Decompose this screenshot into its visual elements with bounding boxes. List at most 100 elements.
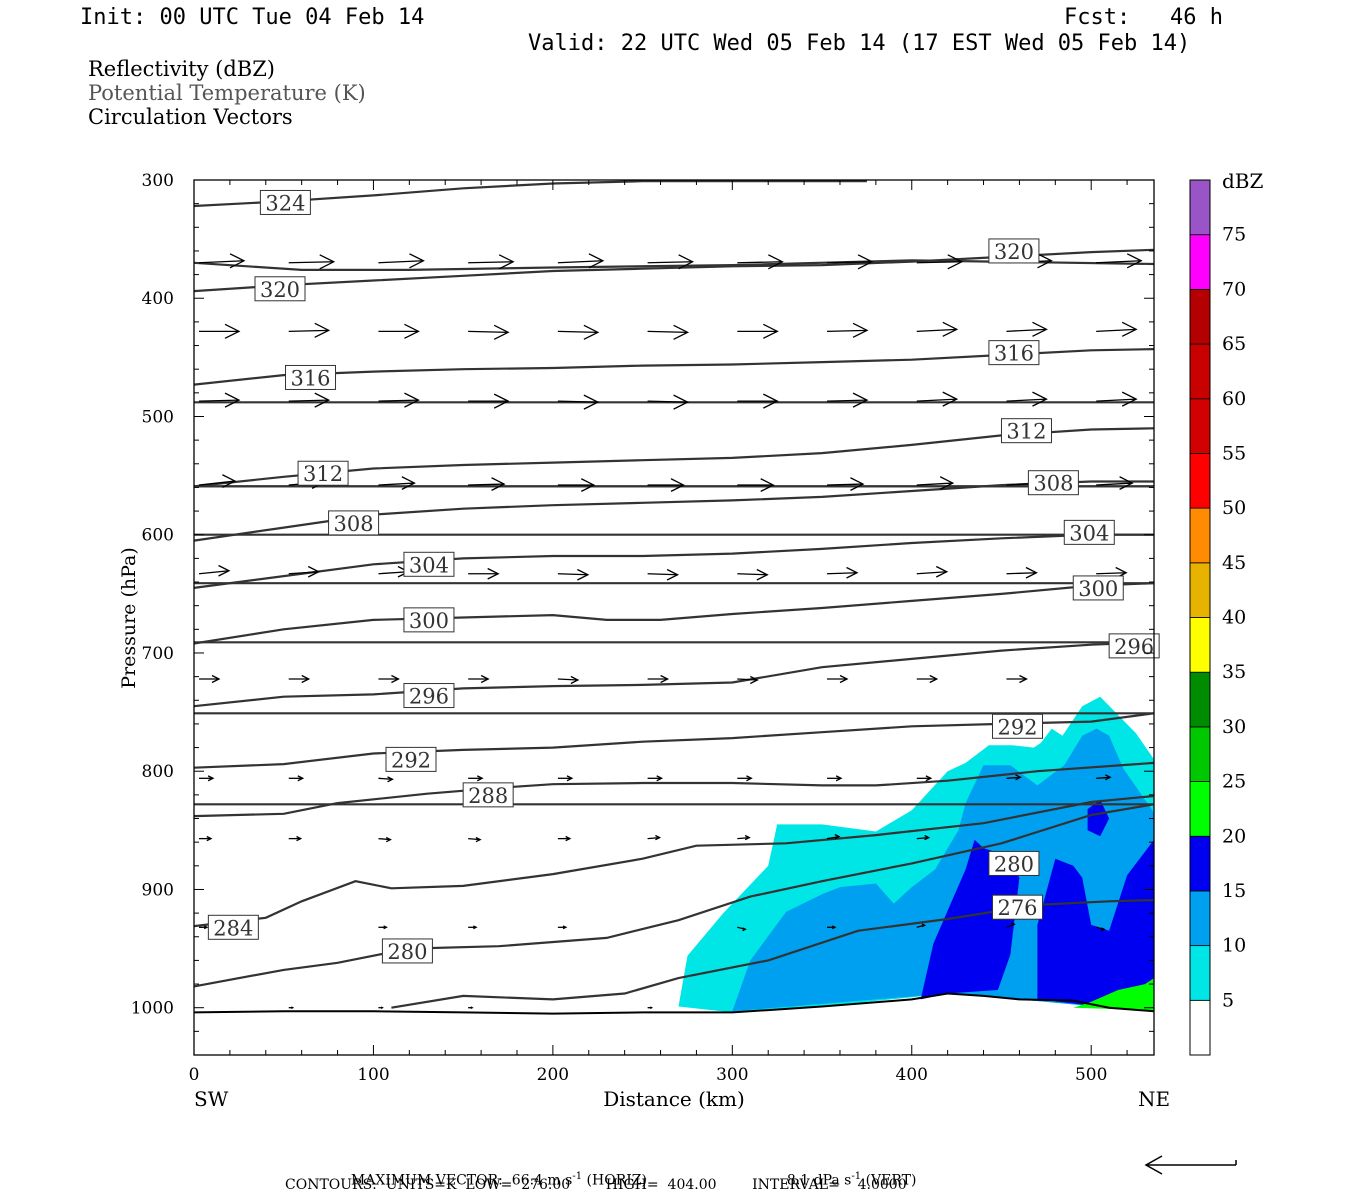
circulation-vector (288, 329, 329, 333)
circulation-vector (378, 482, 415, 486)
circulation-vector (916, 836, 929, 840)
colorbar-label: 25 (1222, 771, 1246, 793)
vector-arrowhead (857, 254, 874, 270)
vector-layer (198, 253, 1143, 1009)
circulation-vector (1006, 398, 1047, 402)
colorbar-swatch (1189, 945, 1211, 1001)
vector-arrowhead (570, 675, 580, 685)
vector-arrowhead (1011, 922, 1016, 927)
vector-arrowhead (673, 324, 690, 340)
colorbar-swatch (1189, 890, 1211, 947)
vector-arrowhead (380, 1006, 384, 1009)
circulation-vector (916, 398, 957, 402)
field-reflectivity: Reflectivity (dBZ) (88, 57, 276, 81)
circulation-vector (647, 261, 693, 264)
contour-label-box (992, 713, 1044, 739)
vector-arrowhead (493, 393, 510, 409)
contour-label-box (1108, 633, 1160, 659)
vector-arrowhead (673, 394, 690, 410)
vector-arrowhead (1032, 391, 1048, 407)
vector-arrowhead (939, 476, 955, 490)
colorbar-label: 15 (1222, 880, 1246, 902)
max-vector-label: MAXIMUM VECTOR: (350, 1172, 503, 1189)
x-label-ne: NE (1138, 1087, 1170, 1111)
y-tick-label: 400 (142, 289, 174, 309)
circulation-vector (198, 260, 245, 264)
colorbar-swatch (1189, 288, 1211, 345)
vector-arrowhead (475, 836, 482, 843)
y-axis-title: Pressure (hPa) (118, 547, 140, 689)
colorbar-frame (1189, 179, 1211, 1056)
contour-label-300: 300 (409, 609, 449, 633)
vector-arrowhead (383, 925, 388, 930)
valid-time: Valid: 22 UTC Wed 05 Feb 14 (17 EST Wed … (528, 31, 1191, 56)
x-tick-label: 500 (1075, 1065, 1107, 1085)
contour-label-296: 296 (1114, 635, 1154, 659)
vector-arrowhead (835, 775, 843, 782)
contour-label-292: 292 (391, 748, 431, 772)
horiz-exp: -1 (572, 1171, 583, 1182)
contour-label-280: 280 (387, 940, 427, 964)
vector-arrowhead (756, 568, 769, 581)
vector-arrowhead (319, 254, 336, 270)
vector-arrowhead (580, 478, 596, 492)
colorbar-swatch (1189, 179, 1211, 236)
vector-arrowhead (577, 568, 590, 581)
contour-label-box (328, 510, 380, 536)
contour-label-308: 308 (334, 512, 374, 536)
vector-arrowhead (401, 476, 416, 490)
x-tick-label: 300 (716, 1065, 748, 1085)
circulation-vector (1096, 328, 1137, 333)
vector-arrowhead (921, 923, 927, 928)
contour-label-box (1063, 519, 1115, 545)
theta-contour-296 (193, 641, 1155, 708)
circulation-vector (737, 261, 783, 264)
contour-label-box (988, 238, 1040, 264)
vector-arrowhead (925, 775, 933, 782)
y-tick-label: 900 (142, 880, 174, 900)
contour-label-292: 292 (997, 715, 1037, 739)
reflectivity-region-15b (1037, 839, 1154, 1008)
contour-label-280: 280 (994, 852, 1034, 876)
vector-arrowhead (566, 775, 574, 782)
vector-arrowhead (850, 477, 865, 491)
vector-arrowhead (211, 674, 221, 684)
vector-arrowhead (385, 836, 392, 843)
vector-arrowhead (207, 775, 215, 782)
contour-label-312: 312 (303, 462, 343, 486)
vector-arrowhead (493, 324, 510, 340)
colorbar-label: 45 (1222, 552, 1246, 574)
vector-arrowhead (296, 835, 303, 842)
horiz-value: 66.4 m s (511, 1172, 573, 1189)
circulation-vector (378, 837, 391, 841)
contour-label-box (403, 683, 455, 709)
colorbar-label: 55 (1222, 442, 1246, 464)
contour-label-320: 320 (994, 240, 1034, 264)
vector-arrowhead (314, 392, 331, 408)
circulation-vector (916, 571, 947, 575)
vector-arrowhead (480, 674, 490, 684)
circulation-vector (1006, 572, 1037, 575)
vert-value: 8.1 dPa s (786, 1172, 852, 1189)
circulation-vector (198, 570, 230, 575)
y-tick-label: 700 (142, 644, 174, 664)
vector-arrowhead (763, 323, 779, 339)
circulation-vector (737, 573, 768, 576)
max-vector-vert: 8.1 dPa s-1 (VERT) (778, 1158, 917, 1189)
circulation-vector (827, 483, 864, 486)
axis-layer: 0 100 200 300 400 500 300 400 500 600 700 800 900 100… (131, 171, 1154, 1085)
circulation-vector (378, 399, 419, 402)
vector-arrowhead (660, 674, 670, 684)
contour-label-box (988, 340, 1040, 366)
vector-arrowhead (301, 674, 311, 684)
vector-arrowhead (583, 324, 600, 340)
circulation-vector (916, 482, 953, 486)
theta-contour-300 (193, 582, 1155, 645)
colorbar: 5 10 15 20 25 30 35 40 45 50 55 60 65 70 75 (1189, 179, 1246, 1056)
vector-arrowhead (935, 565, 949, 578)
vector-arrowhead (588, 253, 605, 269)
theta-contour-304 (193, 533, 1154, 589)
circulation-vector (468, 837, 481, 841)
colorbar-label: 30 (1222, 716, 1246, 738)
circulation-vector (737, 678, 758, 681)
